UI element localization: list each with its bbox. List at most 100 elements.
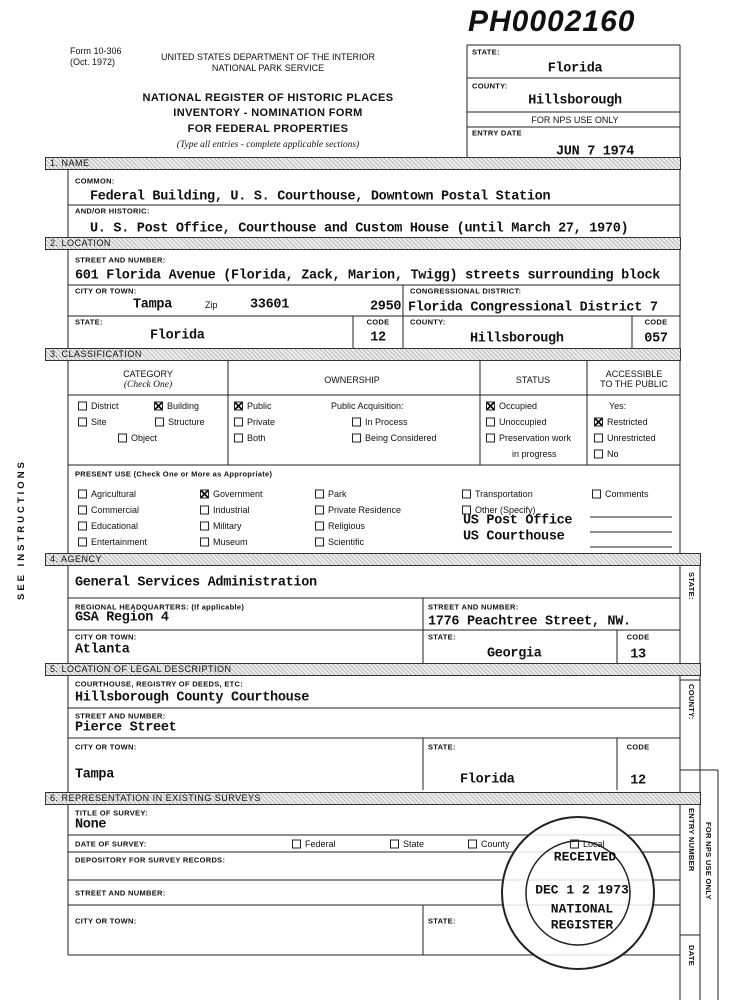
label: in progress — [512, 449, 557, 459]
value: GSA Region 4 — [75, 610, 169, 626]
checkbox-label: Object — [131, 433, 158, 443]
side-instructions: SEE INSTRUCTIONS — [16, 459, 27, 600]
checkbox — [486, 433, 495, 443]
checkbox — [118, 433, 127, 443]
label: ENTRY DATE — [472, 128, 522, 138]
checkbox — [78, 521, 87, 531]
label: STATE: — [472, 47, 500, 57]
checkbox-label: Both — [247, 433, 266, 443]
value: 2950 — [370, 299, 402, 315]
checkbox — [78, 489, 87, 499]
stamp-text: RECEIVED — [553, 849, 617, 865]
checkbox — [292, 839, 301, 849]
label: STATE: — [75, 317, 103, 327]
checkbox — [155, 417, 164, 427]
checkbox — [315, 505, 324, 515]
checkbox-label: Museum — [213, 537, 248, 547]
value: Federal Building, U. S. Courthouse, Down… — [90, 189, 551, 205]
checkbox-label: Site — [91, 417, 107, 427]
column-title: CATEGORY — [123, 369, 173, 379]
section-bar: 6. REPRESENTATION IN EXISTING SURVEYS — [45, 792, 701, 805]
label: PRESENT USE (Check One or More as Approp… — [75, 469, 273, 479]
checkbox — [78, 537, 87, 547]
checkbox — [486, 417, 495, 427]
checkbox — [462, 489, 471, 499]
label: CITY OR TOWN: — [75, 742, 137, 752]
value: US Courthouse — [463, 529, 565, 545]
label: CONGRESSIONAL DISTRICT: — [410, 286, 522, 296]
stamp-number: PH0002160 — [468, 5, 636, 38]
checkbox-label: State — [403, 839, 425, 849]
checkbox-label: Agricultural — [91, 489, 137, 499]
checkbox-label: Private Residence — [328, 505, 402, 515]
checkbox-label: Entertainment — [91, 537, 148, 547]
value: 13 — [630, 647, 646, 663]
value: Georgia — [487, 646, 542, 662]
checkbox-label: Building — [167, 401, 200, 411]
checkbox — [78, 505, 87, 515]
label: AND/OR HISTORIC: — [75, 206, 150, 216]
label: STREET AND NUMBER: — [75, 255, 166, 265]
value: Hillsborough County Courthouse — [75, 690, 310, 706]
value: U. S. Post Office, Courthouse and Custom… — [90, 221, 629, 237]
section-bar: 3. CLASSIFICATION — [45, 348, 681, 361]
checkbox-label: Unrestricted — [607, 433, 656, 443]
checkbox — [352, 417, 361, 427]
column-title: STATUS — [515, 375, 551, 385]
section-heading: 1. NAME — [50, 158, 90, 168]
checkbox-label: Government — [213, 489, 263, 499]
checkbox — [592, 489, 601, 499]
label: COURTHOUSE, REGISTRY OF DEEDS, ETC: — [75, 679, 244, 689]
label: CODE — [644, 317, 668, 327]
label: REGIONAL HEADQUARTERS: (If applicable) — [75, 602, 245, 612]
checkbox-label: Transportation — [475, 489, 533, 499]
checkbox-label: Religious — [328, 521, 366, 531]
checkbox — [468, 839, 477, 849]
checkbox — [78, 401, 87, 411]
value: Hillsborough — [528, 93, 622, 109]
value: 12 — [370, 330, 386, 346]
checkbox-label: District — [91, 401, 119, 411]
checkbox-label: Industrial — [213, 505, 250, 515]
checkbox-label: Private — [247, 417, 276, 427]
value: Tampa — [133, 297, 173, 313]
section-heading: 3. CLASSIFICATION — [50, 349, 142, 359]
label: STREET AND NUMBER: — [75, 711, 166, 721]
value: 12 — [630, 773, 646, 789]
label: DEPOSITORY FOR SURVEY RECORDS: — [75, 855, 226, 865]
side-label: STATE: — [687, 572, 696, 600]
label: CITY OR TOWN: — [75, 286, 137, 296]
section-bar: 5. LOCATION OF LEGAL DESCRIPTION — [45, 663, 701, 676]
section-heading: 5. LOCATION OF LEGAL DESCRIPTION — [50, 664, 232, 674]
checkbox-label: No — [607, 449, 619, 459]
checkbox-label: Local — [583, 839, 605, 849]
form-title: INVENTORY - NOMINATION FORM — [173, 107, 363, 119]
value: Florida — [150, 328, 205, 344]
value: Atlanta — [75, 642, 130, 658]
checkbox-label: In Process — [365, 417, 408, 427]
checkbox — [594, 433, 603, 443]
form-title: NATIONAL REGISTER OF HISTORIC PLACES — [142, 92, 394, 104]
value: JUN 7 1974 — [555, 144, 635, 160]
column-note: (Check One) — [123, 380, 173, 390]
column-title: OWNERSHIP — [324, 375, 380, 385]
checkbox-label: Other (Specify) — [475, 505, 536, 515]
checkbox — [234, 417, 243, 427]
checkbox-label: Military — [213, 521, 242, 531]
value: None — [75, 817, 107, 833]
checkbox-label: Public — [247, 401, 272, 411]
checkbox — [200, 537, 209, 547]
section-bar: 1. NAME — [45, 157, 681, 170]
checkbox-label: Comments — [605, 489, 649, 499]
stamp-text: DEC 1 2 1973 — [535, 882, 629, 898]
value: Hillsborough — [470, 331, 564, 347]
instructions: (Type all entries - complete applicable … — [176, 140, 360, 150]
checkbox-label: Educational — [91, 521, 139, 531]
section-heading: 2. LOCATION — [50, 238, 111, 248]
checkbox-label: Commercial — [91, 505, 140, 515]
checkbox-label: Preservation work — [499, 433, 572, 443]
checkbox — [570, 839, 579, 849]
value: 33601 — [250, 297, 290, 313]
side-label: DATE — [687, 945, 696, 967]
